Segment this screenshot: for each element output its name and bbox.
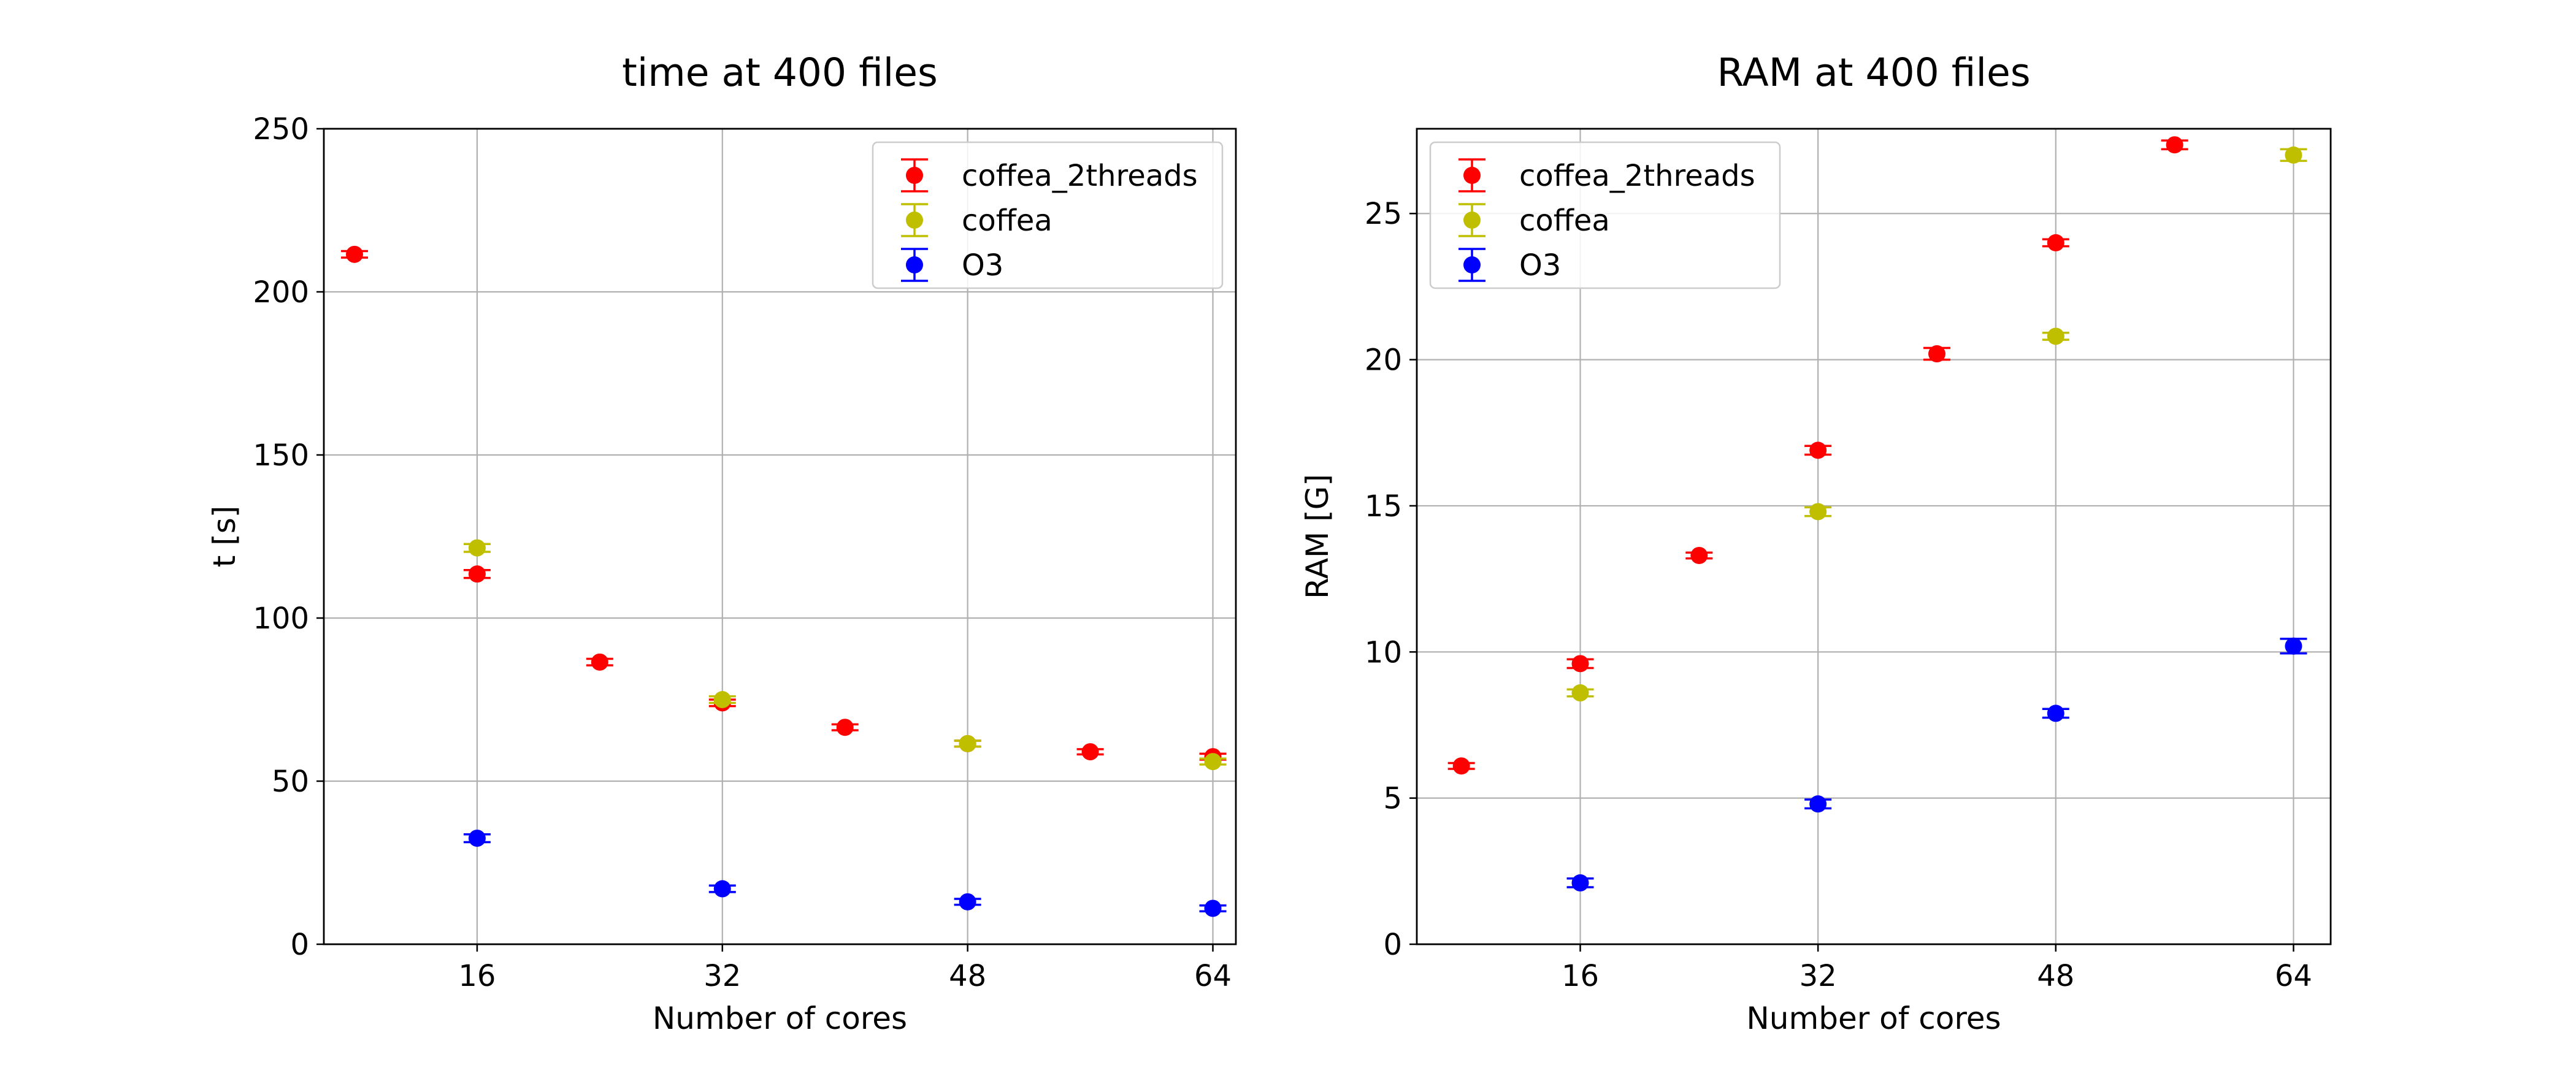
series-O3: [1566, 637, 2307, 892]
legend-label: coffea_2threads: [1519, 159, 1755, 193]
data-point: [2285, 637, 2302, 655]
y-tick-label: 15: [1365, 489, 1402, 524]
data-point: [1452, 757, 1470, 775]
x-tick-label: 48: [949, 959, 986, 993]
y-tick-label: 250: [253, 112, 309, 147]
data-point: [1809, 503, 1827, 521]
x-tick-label: 48: [2037, 959, 2074, 993]
time-chart: 16 32 48 64 0 50 100 150 200 250 time at 400 files…: [207, 50, 1237, 1036]
x-tick-label: 64: [1194, 959, 1232, 993]
legend-box: [872, 141, 1224, 289]
axes-frame: [323, 128, 1237, 945]
x-axis-label: Number of cores: [1746, 1001, 2001, 1036]
data-point: [1571, 874, 1589, 892]
data-point: [2047, 705, 2064, 722]
data-point: [1690, 546, 1708, 564]
x-tick-label: 32: [703, 959, 741, 993]
data-point: [959, 893, 976, 911]
data-point: [2047, 234, 2064, 251]
legend-marker: [906, 256, 923, 273]
legend-label: coffea: [1519, 204, 1610, 238]
data-point: [1571, 655, 1589, 673]
y-tick-label: 200: [253, 275, 309, 310]
x-tick-label: 32: [1800, 959, 1837, 993]
legend-label: O3: [1519, 248, 1561, 283]
data-point: [1809, 441, 1827, 459]
data-point: [836, 719, 854, 736]
y-tick-label: 0: [290, 928, 309, 962]
legend-label: coffea_2threads: [962, 159, 1198, 193]
data-point: [591, 653, 608, 671]
ram-chart: 16 32 48 64 0 5 10 15 20 25 RAM at 400 files Number…: [1300, 50, 2332, 1036]
chart-title: time at 400 files: [622, 50, 938, 95]
data-point: [468, 830, 486, 847]
y-tick-label: 5: [1383, 782, 1402, 816]
legend-label: O3: [962, 248, 1003, 283]
legend-marker: [906, 212, 923, 229]
data-point: [959, 735, 976, 752]
data-point: [468, 539, 486, 557]
legend-label: coffea: [962, 204, 1052, 238]
legend-marker: [906, 167, 923, 184]
y-tick-label: 0: [1383, 928, 1402, 962]
series-O3: [463, 830, 1227, 917]
y-axis-label: RAM [G]: [1300, 474, 1335, 599]
legend-box: [1429, 141, 1781, 289]
data-point: [1204, 899, 1222, 917]
series-coffea: [1566, 146, 2307, 702]
series-coffea: [463, 539, 1227, 771]
series-coffea_2threads: [1447, 136, 2188, 775]
data-point: [713, 880, 731, 898]
data-point: [1081, 743, 1099, 761]
x-axis-label: Number of cores: [653, 1001, 907, 1036]
data-point: [1809, 795, 1827, 813]
data-point: [345, 245, 363, 263]
data-point: [1204, 753, 1222, 771]
x-tick-label: 16: [1562, 959, 1599, 993]
data-point: [2047, 327, 2064, 345]
chart-title: RAM at 400 files: [1717, 50, 2030, 95]
axes-frame: [1416, 128, 2332, 945]
data-point: [1928, 345, 1945, 363]
data-point: [468, 565, 486, 583]
data-point: [1571, 684, 1589, 702]
y-tick-label: 25: [1365, 197, 1402, 231]
data-point: [713, 691, 731, 708]
legend-marker: [1463, 256, 1481, 273]
y-tick-label: 50: [272, 765, 309, 799]
y-tick-label: 10: [1365, 635, 1402, 670]
data-point: [2285, 146, 2302, 164]
legend-marker: [1463, 167, 1481, 184]
x-tick-label: 64: [2275, 959, 2312, 993]
y-axis-label: t [s]: [207, 506, 242, 568]
y-tick-label: 100: [253, 601, 309, 636]
data-point: [2166, 136, 2183, 154]
x-tick-label: 16: [458, 959, 496, 993]
y-tick-label: 150: [253, 438, 309, 473]
y-tick-label: 20: [1365, 343, 1402, 378]
legend-marker: [1463, 212, 1481, 229]
